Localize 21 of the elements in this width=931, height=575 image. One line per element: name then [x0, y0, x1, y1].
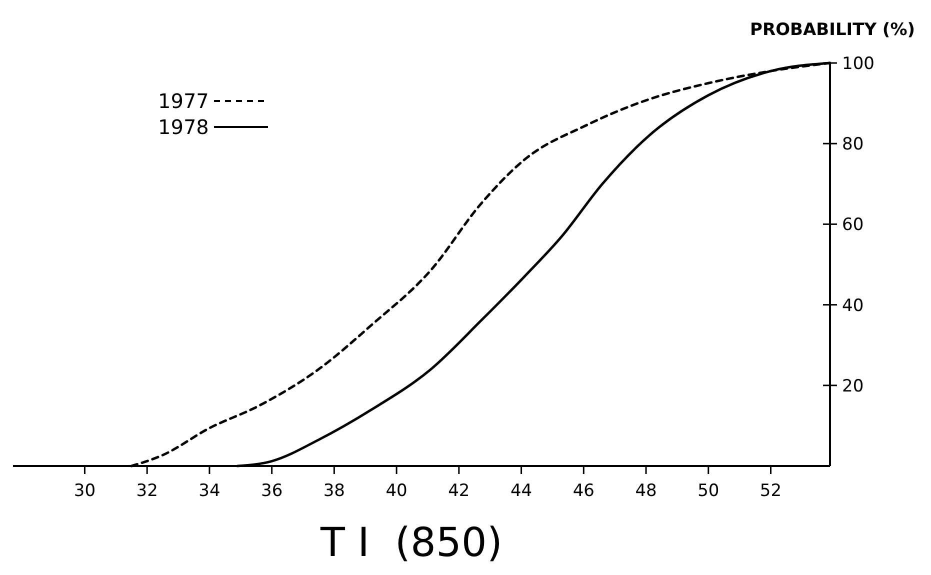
y-tick-label: 40: [842, 296, 864, 316]
x-tick-label: 52: [760, 481, 782, 501]
x-tick-label: 42: [448, 481, 470, 501]
y-tick-label: 20: [842, 376, 864, 396]
x-tick-label: 46: [572, 481, 594, 501]
x-tick-label: 48: [635, 481, 657, 501]
x-tick-label: 50: [698, 481, 720, 501]
x-tick-label: 30: [74, 481, 96, 501]
x-tick-label: 34: [198, 481, 220, 501]
y-tick-label: 100: [842, 54, 874, 74]
x-tick-label: 36: [261, 481, 283, 501]
y-tick-label: 80: [842, 134, 864, 155]
x-axis-title: T I (850): [320, 520, 502, 566]
x-tick-label: 32: [136, 481, 158, 501]
x-tick-label: 38: [323, 481, 346, 501]
x-tick-label: 44: [510, 481, 532, 501]
y-tick-label: 60: [842, 215, 864, 236]
x-tick-label: 40: [386, 481, 408, 501]
legend-label: 1978: [158, 115, 209, 139]
y-axis-title: PROBABILITY (%): [750, 20, 915, 40]
legend-label: 1977: [158, 89, 209, 113]
